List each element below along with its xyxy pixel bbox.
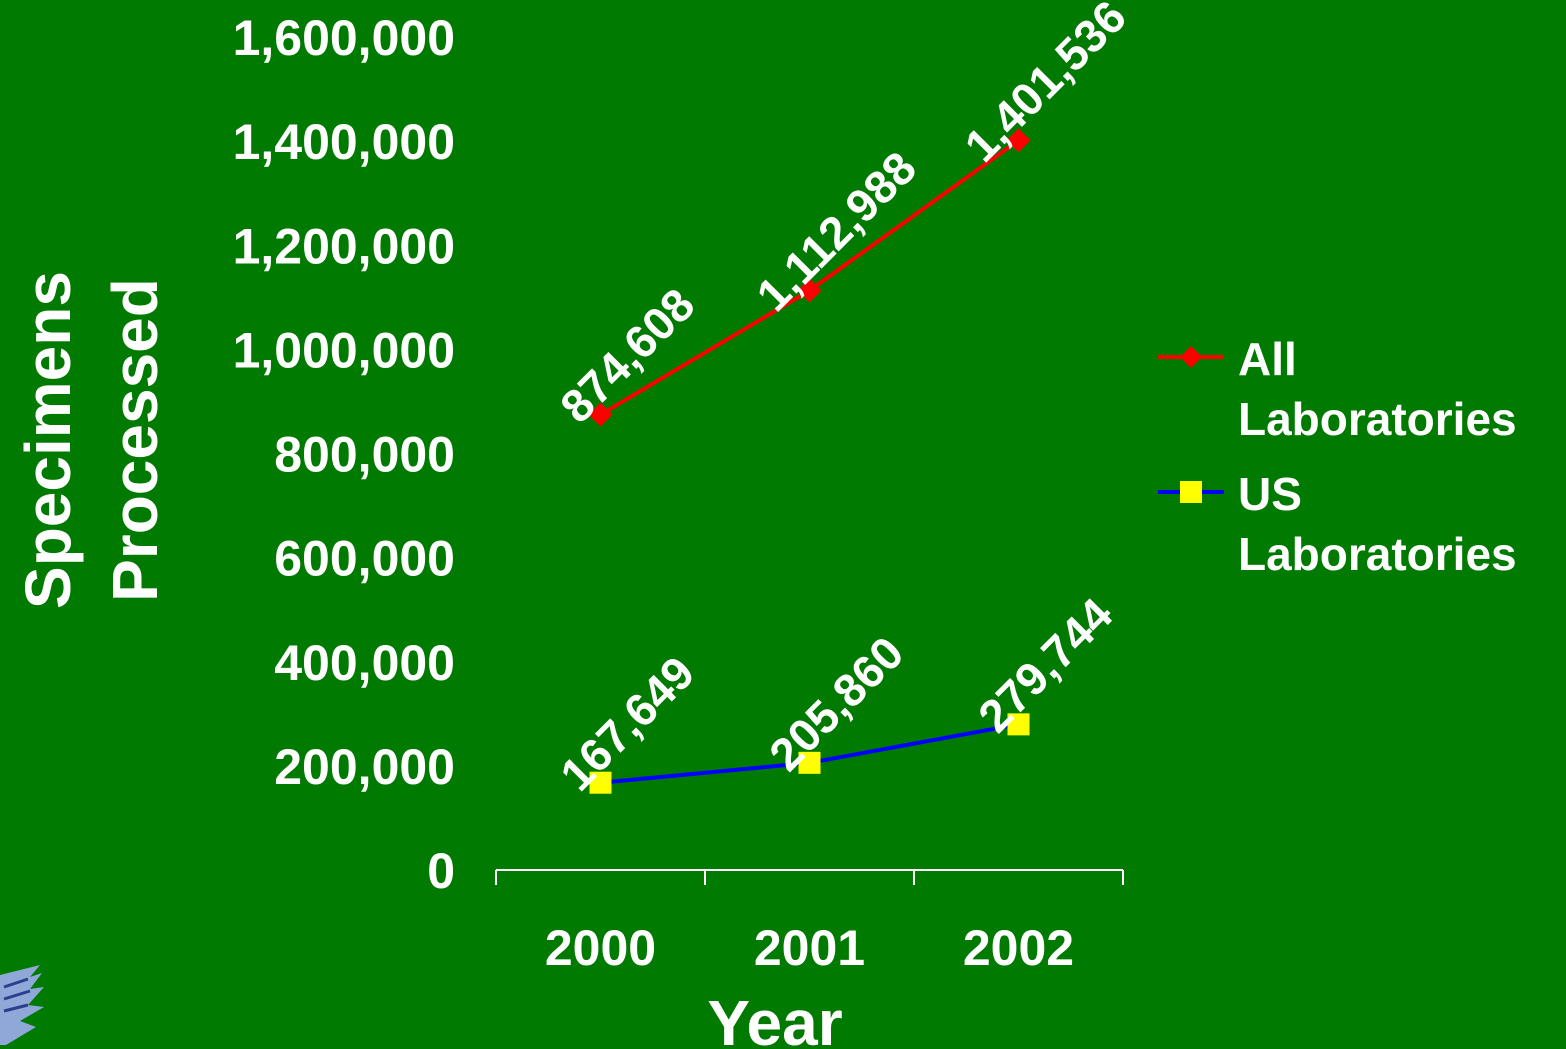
- legend-label: US: [1238, 468, 1302, 520]
- eagle-logo-icon: [0, 965, 44, 1045]
- x-axis: 2000 2001 2002: [495, 869, 1124, 976]
- legend-label: All: [1238, 333, 1297, 385]
- x-tick-label: 2000: [545, 920, 656, 976]
- legend-item: US Laboratories: [1158, 468, 1517, 580]
- data-label: 279,744: [968, 588, 1123, 743]
- y-axis-title-line-2: Processed: [99, 278, 171, 602]
- data-point-marker: [798, 751, 821, 774]
- y-tick-label: 1,600,000: [233, 10, 455, 66]
- legend-label: Laboratories: [1238, 393, 1517, 445]
- series: 167,649 205,860 279,744: [550, 588, 1123, 801]
- x-tick-label: 2002: [963, 920, 1074, 976]
- data-point-marker: [1180, 481, 1202, 503]
- data-point-marker: [1006, 128, 1031, 153]
- data-point-marker: [1180, 346, 1202, 368]
- y-axis-ticks: 0 200,000 400,000 600,000 800,000 1,000,000 1,…: [233, 10, 455, 899]
- data-point-marker: [1007, 713, 1030, 736]
- data-label: 167,649: [550, 646, 704, 800]
- y-tick-label: 400,000: [274, 635, 455, 691]
- legend-label: Laboratories: [1238, 528, 1517, 580]
- legend: All Laboratories US Laboratories: [1158, 333, 1517, 580]
- y-tick-label: 1,200,000: [233, 218, 455, 274]
- y-tick-label: 1,000,000: [233, 322, 455, 378]
- data-label: 1,401,536: [954, 0, 1135, 172]
- y-axis-title: Specimens Processed: [12, 271, 171, 609]
- data-point-marker: [797, 278, 822, 303]
- x-tick-label: 2001: [754, 920, 865, 976]
- data-label: 1,112,988: [746, 141, 926, 321]
- data-label: 874,608: [550, 278, 704, 432]
- y-tick-label: 200,000: [274, 739, 455, 795]
- legend-item: All Laboratories: [1158, 333, 1517, 445]
- x-axis-title: Year: [707, 987, 842, 1049]
- y-tick-label: 0: [427, 843, 455, 899]
- data-point-marker: [589, 771, 612, 794]
- y-tick-label: 600,000: [274, 531, 455, 587]
- data-point-marker: [588, 402, 613, 427]
- y-axis-title-line-1: Specimens: [12, 271, 84, 609]
- y-tick-label: 1,400,000: [233, 114, 455, 170]
- y-tick-label: 800,000: [274, 427, 455, 483]
